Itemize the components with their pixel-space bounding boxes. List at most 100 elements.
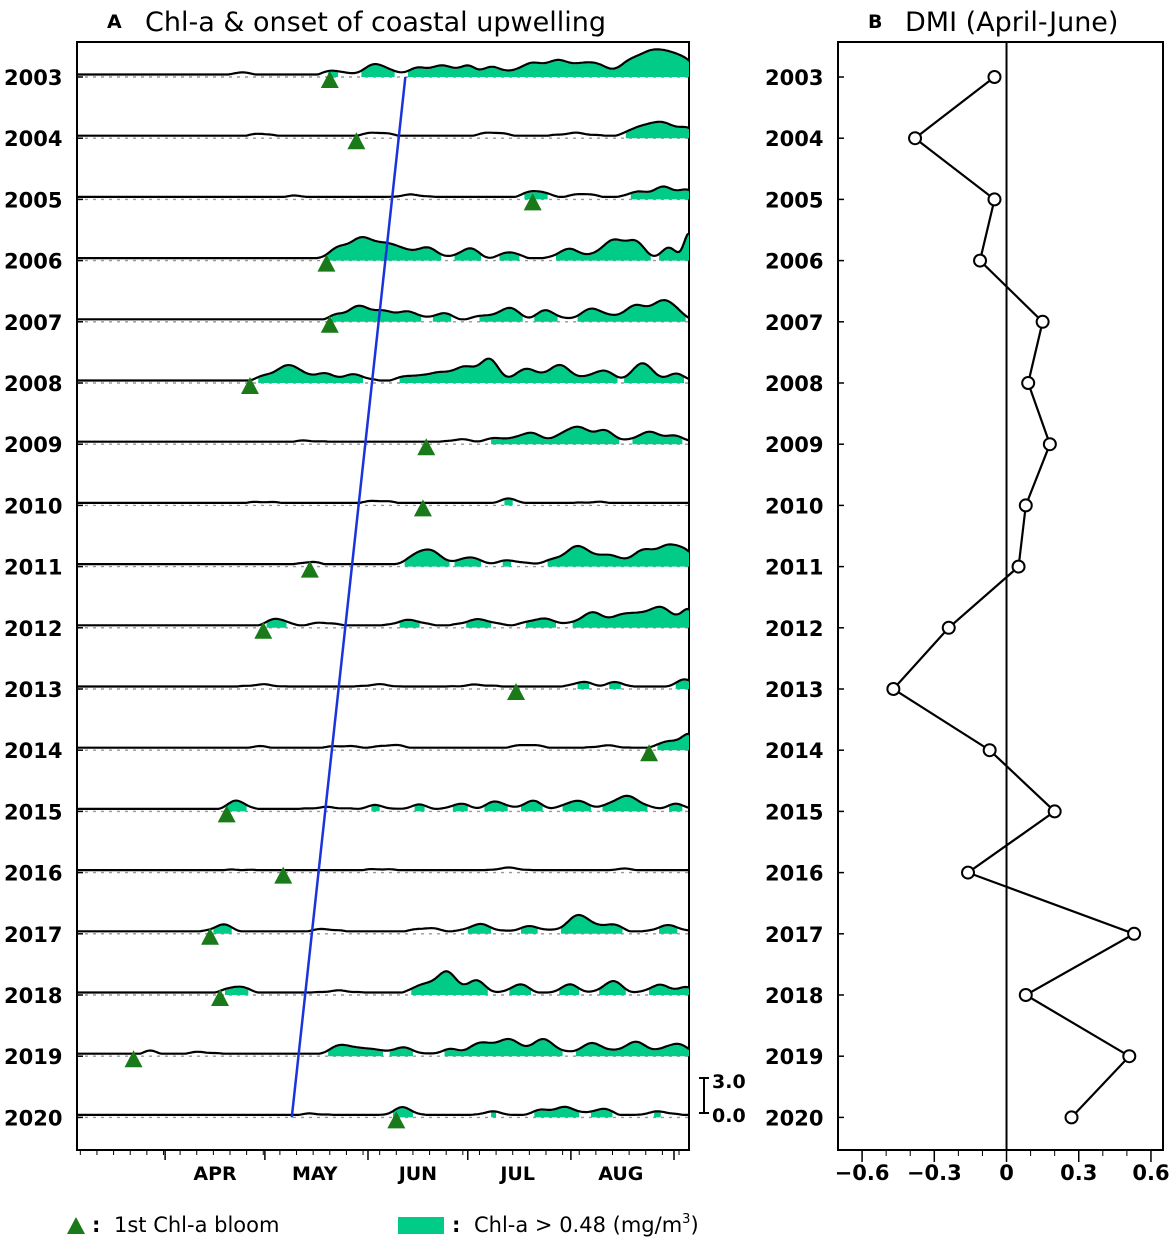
chl-area-2009-1 <box>632 432 683 445</box>
legend-bloom-marker <box>67 1217 85 1234</box>
chl-area-2018-3 <box>559 985 580 995</box>
dmi-point-2006 <box>973 253 988 268</box>
chl-curve-2012 <box>77 605 690 627</box>
year-row-2005: 2005 <box>4 185 690 212</box>
month-label-jun: JUN <box>397 1163 437 1185</box>
year-label-2006: 2006 <box>4 250 62 274</box>
year-label-2008: 2008 <box>4 372 62 396</box>
chl-area-2019-2 <box>444 1040 563 1057</box>
dmi-line <box>891 76 1137 1119</box>
year-label-2013: 2013 <box>4 678 62 702</box>
dmi-point-2009 <box>1042 437 1057 452</box>
dmi-year-label-2009: 2009 <box>765 433 823 457</box>
bloom-marker-2017 <box>201 927 220 945</box>
year-label-2009: 2009 <box>4 433 62 457</box>
dmi-point-2008 <box>1021 376 1036 390</box>
dmi-point-2020 <box>1064 1110 1079 1125</box>
chl-area-2012-1 <box>399 620 420 628</box>
legend-area-label-sup: 3 <box>682 1212 690 1227</box>
bloom-marker-2009 <box>417 438 436 456</box>
chl-area-2007-2 <box>479 309 523 322</box>
dmi-point-2003 <box>987 70 1002 84</box>
legend-area-colon: : <box>452 1213 460 1237</box>
scale-label-bottom: 0.0 <box>712 1105 746 1127</box>
chl-area-2005-0 <box>524 192 548 200</box>
dmi-year-label-2020: 2020 <box>765 1106 823 1130</box>
dmi-point-2017 <box>1127 926 1142 941</box>
year-row-2009: 2009 <box>4 425 690 457</box>
onset-line-group <box>290 76 407 1118</box>
chl-area-2018-1 <box>411 972 488 995</box>
chl-area-2006-3 <box>555 240 651 261</box>
chl-area-2013-0 <box>577 683 590 689</box>
month-label-apr: APR <box>193 1163 237 1185</box>
panel-b: B DMI (April-June) −0.6 −0.3 0 0.3 0.6 20032… <box>765 7 1170 1185</box>
chl-area-2015-1 <box>371 806 380 812</box>
panel-a-letter: A <box>107 11 122 33</box>
dmi-point-2018 <box>1018 988 1033 1002</box>
chl-area-2017-1 <box>467 925 492 934</box>
panel-a-frame <box>76 41 690 1151</box>
year-label-2007: 2007 <box>4 311 62 335</box>
chl-area-2015-7 <box>602 797 648 812</box>
year-row-2016: 2016 <box>4 862 689 886</box>
dmi-year-label-2011: 2011 <box>765 556 823 580</box>
year-label-2011: 2011 <box>4 556 62 580</box>
year-label-2017: 2017 <box>4 923 62 947</box>
year-row-2014: 2014 <box>4 732 689 763</box>
chl-area-2019-0 <box>328 1046 383 1057</box>
bloom-marker-2012 <box>254 621 273 639</box>
dmi-year-label-2006: 2006 <box>765 250 823 274</box>
bloom-marker-2015 <box>217 805 236 823</box>
dmi-year-label-2019: 2019 <box>765 1045 823 1069</box>
dmi-series <box>886 42 1142 1150</box>
chl-area-2006-2 <box>499 253 520 261</box>
chl-area-2006-0 <box>326 238 442 261</box>
year-label-2003: 2003 <box>4 66 62 90</box>
chl-curve-2011 <box>77 543 690 566</box>
chl-curve-2005 <box>77 185 690 198</box>
month-label-may: MAY <box>292 1163 338 1185</box>
year-label-2015: 2015 <box>4 800 62 824</box>
dmi-year-label-2012: 2012 <box>765 617 823 641</box>
dmi-year-labels: 2003 2004 2005 2006 2007 2008 2009 2010 2011 2012… <box>765 66 844 1130</box>
bloom-marker-2019 <box>124 1050 143 1068</box>
chl-curve-2015 <box>77 794 690 811</box>
panel-b-title: DMI (April-June) <box>905 7 1118 38</box>
chl-area-2005-1 <box>630 187 689 200</box>
dmi-year-label-2008: 2008 <box>765 372 823 396</box>
year-row-2007: 2007 <box>4 298 690 335</box>
dmi-year-label-2018: 2018 <box>765 984 823 1008</box>
chl-area-2015-3 <box>452 804 468 812</box>
bloom-marker-2003 <box>320 71 339 88</box>
year-row-2010: 2010 <box>4 494 689 518</box>
chl-area-2018-2 <box>509 985 532 995</box>
year-row-2006: 2006 <box>4 232 690 274</box>
chl-area-2017-0 <box>213 925 232 934</box>
chl-area-2019-3 <box>575 1042 689 1057</box>
chl-area-2010-0 <box>504 499 513 506</box>
legend-area-label-main: Chl-a > 0.48 (mg/m <box>474 1213 682 1237</box>
chl-area-2015-0 <box>226 801 247 812</box>
dmi-point-2012 <box>941 620 956 635</box>
chl-curve-2018 <box>77 970 690 994</box>
scale-label-top: 3.0 <box>712 1071 746 1093</box>
chl-curve-2010 <box>77 497 689 504</box>
year-row-2020: 2020 <box>4 1105 689 1130</box>
year-label-2012: 2012 <box>4 617 62 641</box>
chl-curve-2003 <box>77 48 690 76</box>
bloom-marker-2010 <box>413 499 432 517</box>
chl-curve-2009 <box>77 425 690 443</box>
chl-curve-2006 <box>77 232 690 260</box>
legend-bloom-label: 1st Chl-a bloom <box>114 1213 279 1237</box>
chl-area-2015-4 <box>484 802 508 812</box>
chl-curve-2008 <box>77 357 690 382</box>
chl-area-2015-2 <box>414 805 425 812</box>
chl-area-2018-4 <box>599 982 626 995</box>
onset-line <box>290 76 407 1118</box>
chl-area-2011-0 <box>404 550 450 567</box>
dmi-x-axis: −0.6 −0.3 0 0.3 0.6 <box>835 1150 1170 1185</box>
dmi-point-2013 <box>886 682 901 696</box>
year-label-2014: 2014 <box>4 739 62 763</box>
